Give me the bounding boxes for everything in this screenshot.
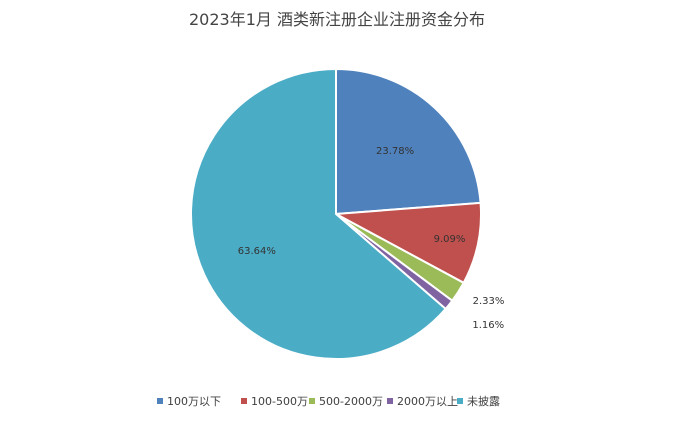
legend-label-3: 500-2000万 <box>319 395 383 408</box>
data-label-1: 23.78% <box>376 146 414 157</box>
slice-1 <box>335 67 482 216</box>
legend-item-4: 2000万以上 <box>387 395 458 408</box>
data-label-4: 1.16% <box>472 320 504 331</box>
chart-title: 2023年1月 酒类新注册企业注册资金分布 <box>189 10 485 29</box>
legend-label-5: 未披露 <box>467 394 500 408</box>
legend: 100万以下 100-500万 500-2000万 2000万以上 未披露 <box>157 394 500 408</box>
slice-labels: 23.78% 9.09% 2.33% 1.16% 63.64% <box>238 146 505 331</box>
legend-label-1: 100万以下 <box>167 395 221 408</box>
legend-swatch-5 <box>457 398 463 404</box>
legend-item-3: 500-2000万 <box>309 395 383 408</box>
legend-item-5: 未披露 <box>457 394 500 408</box>
data-label-3: 2.33% <box>473 296 505 307</box>
legend-swatch-2 <box>241 398 247 404</box>
legend-swatch-4 <box>387 398 393 404</box>
slice-2 <box>332 201 482 285</box>
legend-label-4: 2000万以上 <box>397 395 458 408</box>
legend-label-2: 100-500万 <box>251 395 308 408</box>
slice-5 <box>190 67 448 360</box>
legend-item-1: 100万以下 <box>157 395 221 408</box>
data-label-2: 9.09% <box>434 234 466 245</box>
pie-slices <box>190 67 482 360</box>
legend-swatch-3 <box>309 398 315 404</box>
data-label-5: 63.64% <box>238 246 276 257</box>
legend-swatch-1 <box>157 398 163 404</box>
legend-item-2: 100-500万 <box>241 395 308 408</box>
